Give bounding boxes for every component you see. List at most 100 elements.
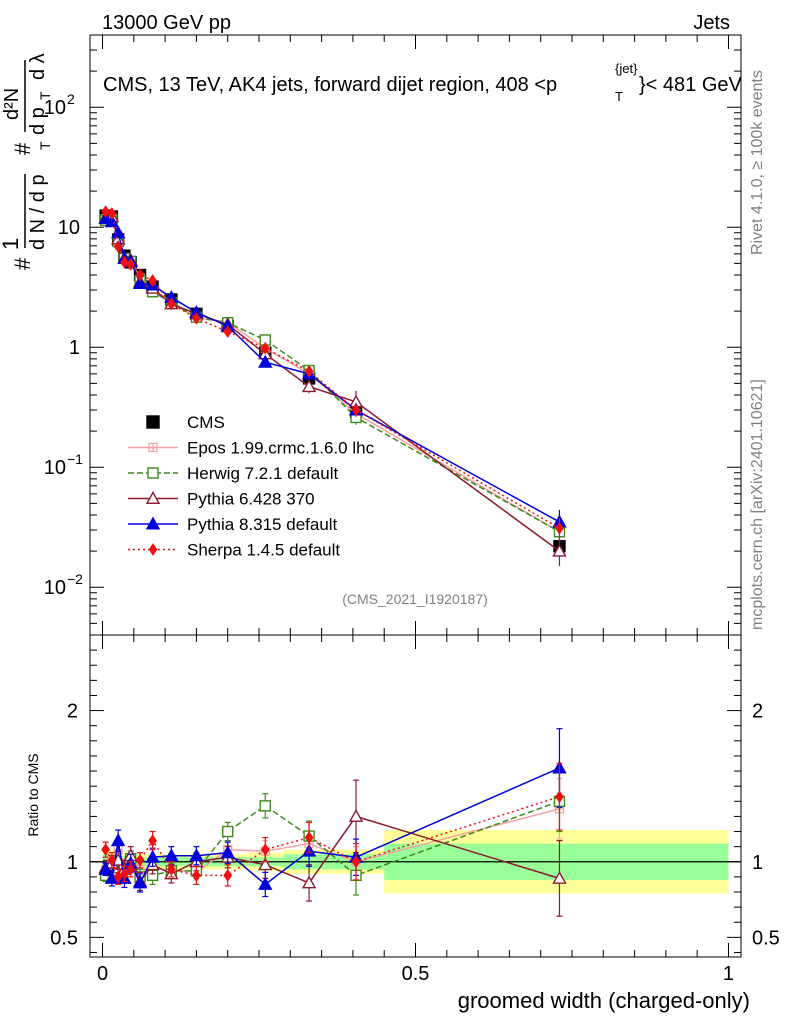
ratio-point-sherpa-1-4-5-default — [223, 868, 233, 882]
ratio-point-pythia-6-428-370 — [552, 870, 567, 884]
ratio-point-pythia-8-315-default — [145, 849, 160, 863]
y-tick-label-main: 10 — [44, 457, 66, 479]
legend-label-sherpa-1-4-5-default: Sherpa 1.4.5 default — [187, 541, 340, 560]
y-label-dpt-dl: d p — [27, 107, 49, 135]
y-tick-label-ratio: 1 — [67, 852, 78, 874]
ratio-point-sherpa-1-4-5-default — [126, 862, 136, 876]
data-point-sherpa-1-4-5-default — [192, 311, 201, 325]
y-tick-label-main: 10 — [44, 577, 66, 599]
data-point-sherpa-1-4-5-default — [148, 274, 157, 287]
y-label-d2n: d²N — [1, 88, 23, 120]
ratio-point-sherpa-1-4-5-default — [101, 843, 111, 857]
legend-marker-pythia-6-428-370 — [145, 491, 161, 504]
ratio-point-herwig-7-2-1-default — [222, 825, 234, 838]
ratio-point-sherpa-1-4-5-default — [167, 862, 176, 876]
legend-marker-epos-1-99-crmc-1-6-0-lhc-cross — [149, 443, 157, 452]
series-line-sherpa-1-4-5-default — [105, 210, 560, 529]
legend-label-herwig-7-2-1-default: Herwig 7.2.1 default — [187, 464, 338, 483]
data-point-sherpa-1-4-5-default — [260, 341, 270, 355]
data-point-sherpa-1-4-5-default — [304, 364, 314, 378]
legend-label-pythia-8-315-default: Pythia 8.315 default — [187, 515, 338, 534]
y-tick-label-ratio: 0.5 — [50, 927, 78, 949]
data-point-sherpa-1-4-5-default — [107, 207, 117, 220]
mcplots-label: mcplots.cern.ch [arXiv:2401.10621] — [749, 379, 766, 630]
ratio-point-pythia-6-428-370 — [301, 875, 317, 889]
ratio-series-layer — [98, 728, 567, 917]
ratio-axis-ticks: 0.5 0.5 1 1 2 2 — [50, 649, 780, 953]
y-label-sub-t: T — [37, 141, 53, 150]
header-right: Jets — [693, 12, 730, 34]
y-label-prefix: # — [10, 257, 35, 270]
legend-marker-cms — [146, 415, 160, 429]
y-tick-label-exponent: −1 — [67, 451, 83, 467]
legend-marker-epos-1-99-crmc-1-6-0-lhc — [148, 442, 158, 453]
analysis-watermark: (CMS_2021_I1920187) — [342, 591, 488, 607]
y-tick-label-main: 10 — [44, 97, 66, 119]
ratio-point-sherpa-1-4-5-default — [113, 870, 123, 884]
data-point-pythia-8-315-default — [104, 214, 120, 228]
ratio-point-pythia-8-315-default — [164, 848, 179, 862]
y-tick-label-exponent: −2 — [67, 571, 83, 587]
ratio-point-pythia-8-315-default — [258, 876, 273, 890]
y-label-dlambda: d λ — [27, 53, 49, 80]
ratio-point-pythia-8-315-default — [189, 848, 204, 862]
y-label-hash2: # — [10, 142, 35, 155]
y-label-sub-t2: T — [37, 91, 53, 100]
y-tick-label-main: 10 — [58, 217, 80, 239]
y-label-dn-dpt: d N / d p — [27, 174, 49, 250]
data-point-sherpa-1-4-5-default — [113, 240, 123, 253]
ratio-line-herwig-7-2-1-default — [105, 800, 560, 878]
data-point-pythia-6-428-370 — [301, 379, 317, 393]
ratio-point-pythia-8-315-default — [98, 861, 113, 875]
data-point-sherpa-1-4-5-default — [120, 255, 129, 269]
data-point-pythia-8-315-default — [258, 354, 273, 368]
legend-label-cms: CMS — [187, 413, 225, 432]
data-point-sherpa-1-4-5-default — [223, 325, 233, 338]
plot-title-sub: T — [615, 89, 623, 104]
x-tick-label: 1 — [723, 963, 734, 985]
ratio-point-pythia-8-315-default — [220, 845, 235, 859]
y-tick-label-exponent: 2 — [67, 91, 75, 107]
ratio-point-sherpa-1-4-5-default — [555, 790, 564, 804]
ratio-panel-frame — [89, 634, 742, 958]
ratio-point-sherpa-1-4-5-default — [107, 853, 117, 867]
ratio-point-pythia-6-428-370 — [258, 857, 273, 871]
x-axis-label: groomed width (charged-only) — [458, 988, 750, 1013]
series-line-pythia-6-428-370 — [105, 216, 560, 552]
y-tick-label-ratio: 2 — [67, 701, 78, 723]
ratio-point-sherpa-1-4-5-default — [260, 843, 270, 857]
legend-marker-herwig-7-2-1-default — [147, 467, 159, 479]
ratio-point-pythia-8-315-default — [132, 875, 148, 889]
x-axis-ticks: 0 0.5 1 — [97, 35, 734, 985]
y-tick-label-ratio-right: 1 — [752, 852, 763, 874]
data-point-sherpa-1-4-5-default — [135, 268, 145, 282]
ratio-point-sherpa-1-4-5-default — [148, 834, 157, 847]
plot-title-tail: }< 481 GeV — [639, 74, 743, 96]
ratio-uncertainty-bands — [90, 830, 741, 894]
plot-title-main: CMS, 13 TeV, AK4 jets, forward dijet reg… — [103, 74, 557, 96]
y-label-one: 1 — [0, 238, 23, 250]
ratio-point-sherpa-1-4-5-default — [351, 855, 361, 869]
main-series-layer — [98, 205, 567, 567]
rivet-label: Rivet 4.1.0, ≥ 100k events — [749, 70, 766, 255]
legend-label-pythia-6-428-370: Pythia 6.428 370 — [187, 490, 315, 509]
x-tick-label: 0.5 — [402, 963, 430, 985]
ratio-point-sherpa-1-4-5-default — [192, 868, 201, 882]
data-point-sherpa-1-4-5-default — [555, 521, 564, 535]
data-point-sherpa-1-4-5-default — [351, 403, 361, 417]
data-point-sherpa-1-4-5-default — [167, 297, 176, 311]
data-point-sherpa-1-4-5-default — [126, 258, 136, 271]
ratio-point-pythia-8-315-default — [110, 833, 126, 847]
ratio-point-sherpa-1-4-5-default — [135, 853, 145, 867]
y-axis-label-main: # 1 d N / d p T # d²N d p T d λ — [0, 53, 53, 270]
y-tick-label-main: 1 — [69, 337, 80, 359]
header-left: 13000 GeV pp — [102, 12, 231, 34]
y-tick-label-ratio-right: 2 — [752, 701, 763, 723]
ratio-point-sherpa-1-4-5-default — [304, 831, 314, 844]
data-point-sherpa-1-4-5-default — [101, 205, 111, 218]
legend: CMS Epos 1.99.crmc.1.6.0 lhc Herwig 7.2.1 … — [128, 413, 375, 560]
data-point-pythia-8-315-default — [132, 276, 148, 289]
legend-marker-sherpa-1-4-5-default — [148, 543, 158, 556]
